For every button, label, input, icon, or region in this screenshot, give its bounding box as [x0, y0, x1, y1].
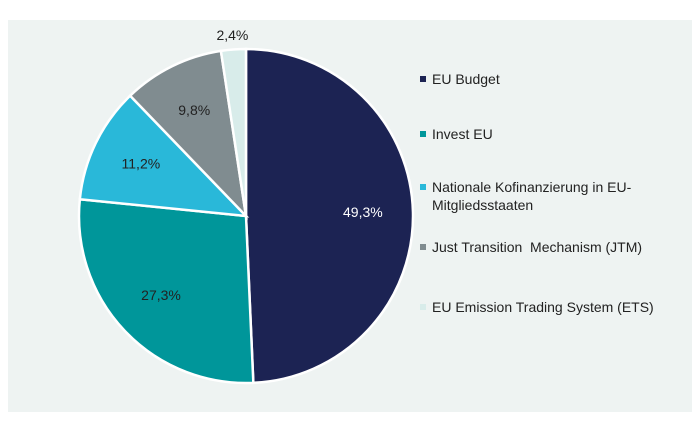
legend-label: Just Transition Mechanism (JTM)	[432, 239, 643, 255]
legend-item: Invest EU	[420, 125, 493, 143]
data-label: 2,4%	[216, 27, 248, 43]
pie-slice	[219, 47, 248, 217]
legend-swatch	[420, 244, 426, 250]
legend-swatch	[420, 131, 426, 137]
legend-swatch	[420, 184, 426, 190]
legend-item: EU Budget	[420, 70, 500, 88]
pie-slice	[128, 49, 248, 220]
legend-swatch	[420, 76, 426, 82]
legend-item: Nationale Kofinanzierung in EU-Mitglieds…	[420, 178, 670, 214]
pie-slice	[244, 47, 415, 385]
data-label: 27,3%	[141, 287, 181, 303]
legend-label: EU Emission Trading System (ETS)	[432, 299, 654, 315]
legend-item: Just Transition Mechanism (JTM)	[420, 238, 642, 256]
legend-swatch	[420, 304, 426, 310]
data-label: 9,8%	[178, 102, 210, 118]
legend-label: Nationale Kofinanzierung in EU-Mitglieds…	[432, 179, 632, 213]
legend-label: EU Budget	[432, 71, 500, 87]
data-label: 11,2%	[122, 156, 161, 172]
legend-item: EU Emission Trading System (ETS)	[420, 298, 654, 316]
legend-label: Invest EU	[432, 126, 493, 142]
pie-slice	[78, 93, 250, 218]
pie-slice	[77, 197, 255, 385]
data-label: 49,3%	[343, 204, 383, 220]
